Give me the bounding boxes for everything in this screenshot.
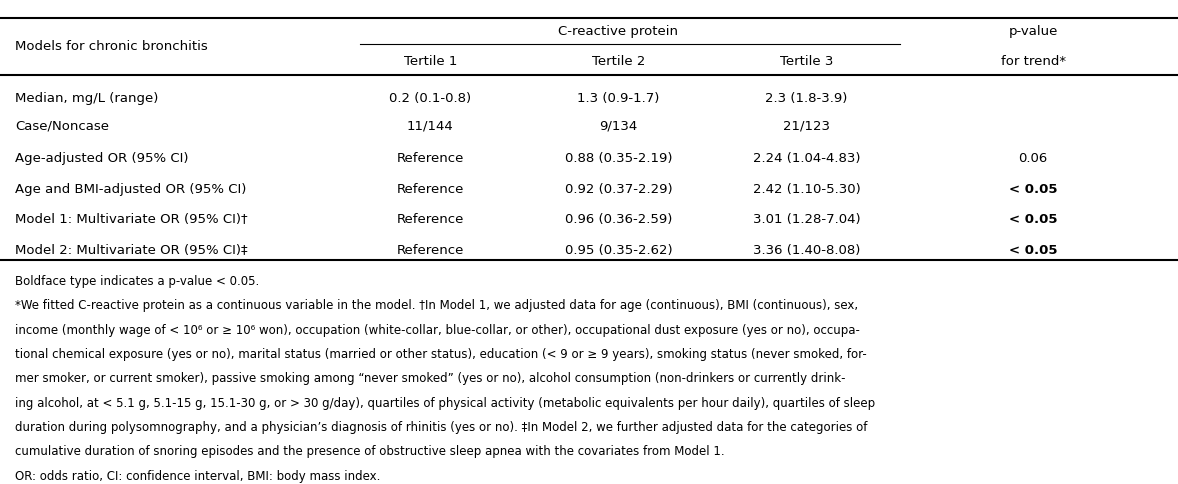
Text: < 0.05: < 0.05: [1010, 244, 1058, 257]
Text: 0.95 (0.35-2.62): 0.95 (0.35-2.62): [564, 244, 673, 257]
Text: income (monthly wage of < 10⁶ or ≥ 10⁶ won), occupation (white-collar, blue-coll: income (monthly wage of < 10⁶ or ≥ 10⁶ w…: [15, 324, 860, 337]
Text: Reference: Reference: [397, 183, 464, 196]
Text: 1.3 (0.9-1.7): 1.3 (0.9-1.7): [577, 92, 660, 105]
Text: Models for chronic bronchitis: Models for chronic bronchitis: [15, 40, 209, 53]
Text: for trend*: for trend*: [1000, 55, 1066, 68]
Text: C-reactive protein: C-reactive protein: [558, 25, 679, 38]
Text: Reference: Reference: [397, 213, 464, 227]
Text: 2.42 (1.10-5.30): 2.42 (1.10-5.30): [753, 183, 860, 196]
Text: Model 1: Multivariate OR (95% CI)†: Model 1: Multivariate OR (95% CI)†: [15, 213, 249, 227]
Text: Tertile 2: Tertile 2: [591, 55, 646, 68]
Text: Model 2: Multivariate OR (95% CI)‡: Model 2: Multivariate OR (95% CI)‡: [15, 244, 249, 257]
Text: 0.96 (0.36-2.59): 0.96 (0.36-2.59): [564, 213, 673, 227]
Text: Median, mg/L (range): Median, mg/L (range): [15, 92, 159, 105]
Text: 3.01 (1.28-7.04): 3.01 (1.28-7.04): [753, 213, 860, 227]
Text: ing alcohol, at < 5.1 g, 5.1-15 g, 15.1-30 g, or > 30 g/day), quartiles of physi: ing alcohol, at < 5.1 g, 5.1-15 g, 15.1-…: [15, 397, 875, 410]
Text: OR: odds ratio, CI: confidence interval, BMI: body mass index.: OR: odds ratio, CI: confidence interval,…: [15, 469, 380, 483]
Text: < 0.05: < 0.05: [1010, 213, 1058, 227]
Text: 0.92 (0.37-2.29): 0.92 (0.37-2.29): [564, 183, 673, 196]
Text: 2.24 (1.04-4.83): 2.24 (1.04-4.83): [753, 151, 860, 165]
Text: Boldface type indicates a p-value < 0.05.: Boldface type indicates a p-value < 0.05…: [15, 275, 259, 288]
Text: 0.06: 0.06: [1019, 151, 1048, 165]
Text: duration during polysomnography, and a physician’s diagnosis of rhinitis (yes or: duration during polysomnography, and a p…: [15, 421, 868, 434]
Text: Age-adjusted OR (95% CI): Age-adjusted OR (95% CI): [15, 151, 188, 165]
Text: Reference: Reference: [397, 151, 464, 165]
Text: 0.2 (0.1-0.8): 0.2 (0.1-0.8): [389, 92, 471, 105]
Text: 3.36 (1.40-8.08): 3.36 (1.40-8.08): [753, 244, 860, 257]
Text: tional chemical exposure (yes or no), marital status (married or other status), : tional chemical exposure (yes or no), ma…: [15, 348, 867, 361]
Text: Case/Noncase: Case/Noncase: [15, 120, 110, 133]
Text: *We fitted C-reactive protein as a continuous variable in the model. †In Model 1: *We fitted C-reactive protein as a conti…: [15, 300, 859, 312]
Text: Tertile 3: Tertile 3: [780, 55, 833, 68]
Text: Reference: Reference: [397, 244, 464, 257]
Text: 0.88 (0.35-2.19): 0.88 (0.35-2.19): [564, 151, 673, 165]
Text: 9/134: 9/134: [600, 120, 637, 133]
Text: mer smoker, or current smoker), passive smoking among “never smoked” (yes or no): mer smoker, or current smoker), passive …: [15, 372, 846, 385]
Text: Age and BMI-adjusted OR (95% CI): Age and BMI-adjusted OR (95% CI): [15, 183, 247, 196]
Text: 2.3 (1.8-3.9): 2.3 (1.8-3.9): [766, 92, 848, 105]
Text: p-value: p-value: [1008, 25, 1058, 38]
Text: cumulative duration of snoring episodes and the presence of obstructive sleep ap: cumulative duration of snoring episodes …: [15, 445, 726, 458]
Text: 21/123: 21/123: [783, 120, 830, 133]
Text: < 0.05: < 0.05: [1010, 183, 1058, 196]
Text: 11/144: 11/144: [406, 120, 454, 133]
Text: Tertile 1: Tertile 1: [404, 55, 457, 68]
